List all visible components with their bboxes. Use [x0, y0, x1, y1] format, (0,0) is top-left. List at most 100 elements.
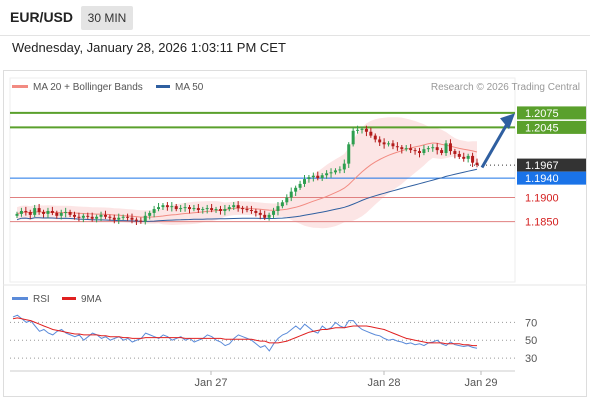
candle-body: [64, 211, 68, 213]
candle-body: [404, 148, 408, 150]
candle-body: [214, 209, 218, 211]
candle-body: [462, 156, 466, 159]
candle-body: [50, 210, 54, 213]
candle-body: [161, 205, 165, 208]
candle-body: [143, 215, 147, 222]
level-label-1.1900: 1.1900: [525, 192, 559, 204]
level-tag-1.1940: [517, 171, 586, 185]
price-panel: [9, 77, 516, 283]
candle-body: [267, 214, 271, 218]
symbol-title: EUR/USD: [10, 9, 74, 25]
candle-body: [165, 205, 169, 208]
candle-body: [418, 151, 421, 154]
candle-body: [241, 208, 245, 210]
candle-body: [232, 205, 236, 208]
candle-body: [329, 172, 333, 174]
candle-body: [249, 210, 253, 212]
candle-body: [285, 197, 289, 203]
rsi-legend-label: RSI: [33, 294, 50, 305]
candle-body: [413, 150, 417, 152]
candle-body: [227, 207, 231, 210]
candle-body: [33, 208, 37, 215]
candle-body: [347, 144, 351, 164]
candle-body: [55, 212, 59, 216]
candle-body: [174, 206, 178, 210]
level-label-1.1967: 1.1967: [525, 160, 559, 172]
datetime-label: Wednesday, January 28, 2026 1:03:11 PM C…: [12, 40, 286, 55]
candle-body: [409, 148, 413, 151]
candle-body: [316, 175, 320, 179]
arrow-head: [500, 113, 515, 130]
candle-body: [77, 216, 81, 218]
rsi-ma-line: [12, 317, 477, 347]
rsi-ma-legend-label: 9MA: [81, 294, 102, 305]
candle-body: [192, 208, 196, 210]
candle-body: [117, 217, 121, 220]
level-tag-1.2075: [517, 106, 586, 120]
timeframe-button[interactable]: 30 MIN: [81, 6, 133, 30]
level-tag-1.1967: [517, 158, 586, 172]
candle-body: [303, 179, 306, 184]
candle-body: [152, 209, 156, 213]
candle-body: [236, 205, 240, 209]
candle-body: [183, 207, 187, 209]
candle-body: [378, 139, 382, 143]
rsi-tick-50: 50: [525, 335, 537, 347]
candle-body: [395, 146, 399, 148]
candle-body: [103, 214, 107, 217]
rsi-panel: 70 50 30: [10, 314, 537, 365]
candle-body: [188, 207, 191, 210]
candle-body: [453, 151, 457, 154]
candle-body: [139, 220, 143, 222]
candle-body: [444, 143, 448, 154]
price-levels: [10, 111, 515, 223]
candle-body: [280, 202, 284, 207]
chart-border: [3, 70, 587, 397]
candle-body: [68, 211, 72, 215]
candle-body: [311, 175, 315, 178]
arrow-shaft: [480, 121, 510, 169]
candle-body: [338, 169, 342, 171]
ma50-legend-label: MA 50: [175, 82, 204, 93]
candle-body: [466, 155, 470, 159]
ma50-legend-swatch: [156, 85, 170, 88]
candle-body: [28, 211, 32, 215]
ma20-legend-swatch: [12, 85, 28, 88]
rsi-tick-70: 70: [525, 317, 537, 329]
candle-body: [130, 217, 134, 220]
candle-body: [457, 153, 461, 157]
x-tick-label: Jan 28: [367, 377, 400, 389]
candle-body: [15, 213, 19, 216]
level-label-1.2045: 1.2045: [525, 122, 559, 134]
candle-body: [369, 131, 373, 136]
candle-body: [276, 206, 280, 211]
candle-body: [99, 214, 103, 217]
candle-body: [373, 135, 377, 140]
credit-label: Research © 2026 Trading Central: [431, 82, 580, 93]
x-tick-label: Jan 29: [464, 377, 497, 389]
candle-body: [435, 147, 439, 151]
rsi-ma-legend-swatch: [62, 297, 76, 300]
candle-body: [342, 163, 346, 170]
candle-body: [42, 211, 46, 214]
candle-body: [210, 208, 214, 211]
candle-body: [382, 142, 386, 145]
candle-body: [440, 150, 444, 154]
candle-body: [400, 147, 404, 150]
candle-body: [272, 210, 276, 215]
candle-body: [121, 216, 125, 218]
candle-body: [59, 212, 63, 216]
level-label-1.1850: 1.1850: [525, 217, 559, 229]
candle-body: [37, 208, 41, 212]
candle-body: [19, 210, 23, 214]
candle-body: [245, 209, 249, 211]
candle-body: [475, 162, 479, 166]
rsi-legend-swatch: [12, 297, 28, 300]
candles: [15, 125, 479, 225]
candle-body: [387, 143, 391, 145]
candle-body: [289, 191, 293, 198]
candle-body: [95, 216, 99, 219]
candle-body: [223, 209, 227, 211]
